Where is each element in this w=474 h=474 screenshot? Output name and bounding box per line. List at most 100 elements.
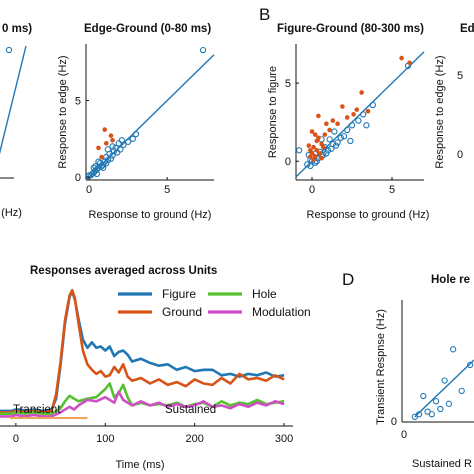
y-tick-label: 0 [285,156,291,168]
panel-averaged: Responses averaged across Units 0 100 200 30… [0,265,311,471]
x-axis-label: Sustained R [412,458,472,470]
panel-letter-b: B [259,5,270,24]
data-point-red [324,121,329,127]
data-point-blue [445,400,453,407]
data-point-blue [420,392,427,400]
panel-right-cut: Ed 5 0 Response to edge (Hz) [434,23,474,169]
data-point-blue [355,117,362,124]
data-point-blue [118,137,126,144]
identity-line [0,45,27,155]
data-point-red [316,135,321,141]
data-point-red [344,115,350,120]
data-point-red [407,60,412,66]
legend-label-modulation: Modulation [252,305,311,319]
data-point-blue [323,150,330,157]
data-point-blue [348,122,356,129]
y-tick-label: 0 [391,416,397,428]
data-point-blue [428,411,435,418]
data-point-blue [344,126,351,134]
x-tick-label: 5 [389,184,395,196]
data-point-red [351,112,356,117]
data-point-blue [93,170,101,178]
data-point-blue [307,162,314,170]
data-point-blue [98,163,105,170]
data-point-blue [328,145,335,152]
data-point-red [96,145,101,151]
data-point-blue [363,122,370,129]
x-tick-label: 0 [309,184,315,196]
x-tick-label: 0 [401,429,407,441]
data-point-red [108,133,114,138]
x-tick-label: 200 [185,433,203,445]
data-point-red [317,151,323,156]
data-point-red [110,137,115,143]
data-point-red [340,104,345,109]
data-point-red [306,143,312,148]
x-axis-label: Response to ground (Hz) [307,209,430,221]
data-point-blue [112,144,119,152]
data-point-red [365,108,371,114]
data-point-blue [332,142,340,149]
data-point-blue [100,164,107,171]
data-point-red [309,129,315,134]
data-point-blue [100,161,107,168]
sustained-label: Sustained [165,404,216,416]
y-tick-label: 5 [457,70,463,82]
y-tick-label: 5 [75,96,81,108]
data-point-red [322,132,328,137]
panel-edge-ground: Edge-Ground (0-80 ms) 0 5 0 5 Response to gro… [57,23,215,221]
legend-label-ground: Ground [162,305,202,319]
data-point-blue [347,137,354,145]
data-point-red [335,121,340,127]
data-point-blue [109,143,116,150]
data-point-blue [441,377,448,384]
panel-title: Edge-Ground (0-80 ms) [84,23,211,35]
transient-label: Transient [13,404,61,416]
data-point-red [311,157,316,162]
x-tick-label: 0 [13,433,19,445]
data-point-blue [296,147,303,154]
data-point-blue [326,136,333,143]
data-point-blue [432,398,440,405]
data-point-blue [124,138,132,145]
legend-label-hole: Hole [252,287,277,301]
panel-figure-ground: Figure-Ground (80-300 ms) 0 5 0 5 Response to… [267,23,429,221]
data-point-blue [340,133,348,140]
panel-title: Hole re [431,274,470,286]
series-line-figure [0,290,285,413]
data-point-red [103,141,109,146]
data-point-blue [449,346,457,353]
panel-letter-d: D [342,270,354,289]
identity-line [414,359,474,418]
data-point-blue [331,128,338,135]
data-point-blue [129,135,136,142]
data-point-red [312,132,318,137]
x-tick-label: 0 [86,184,92,196]
x-axis-label: Time (ms) [115,459,164,471]
panel-title: Responses averaged across Units [30,265,217,277]
legend-label-figure: Figure [162,287,196,301]
data-point-blue [95,158,102,165]
y-axis-label: Response to figure [267,66,279,158]
data-point-red [399,55,404,61]
data-point-red [327,127,332,133]
data-point-red [314,147,320,153]
y-axis-label: Response to edge (Hz) [434,55,446,168]
data-point-blue [304,161,311,168]
data-point-blue [104,146,112,153]
data-point-blue [437,405,444,413]
panel-hole: Hole re 00 Sustained R Transient Respnse (H… [375,274,474,470]
x-tick-label: 100 [96,433,114,445]
data-point-blue [103,160,110,167]
panel-title: Ed [460,23,474,35]
data-point-blue [115,140,122,147]
data-point-blue [324,147,332,154]
data-point-blue [104,156,112,164]
data-point-blue [109,152,116,159]
data-point-blue [199,46,207,54]
x-axis-label: d (Hz) [0,207,22,219]
series-line-ground [0,288,285,414]
data-point-blue [337,134,344,141]
x-tick-label: 300 [275,433,293,445]
